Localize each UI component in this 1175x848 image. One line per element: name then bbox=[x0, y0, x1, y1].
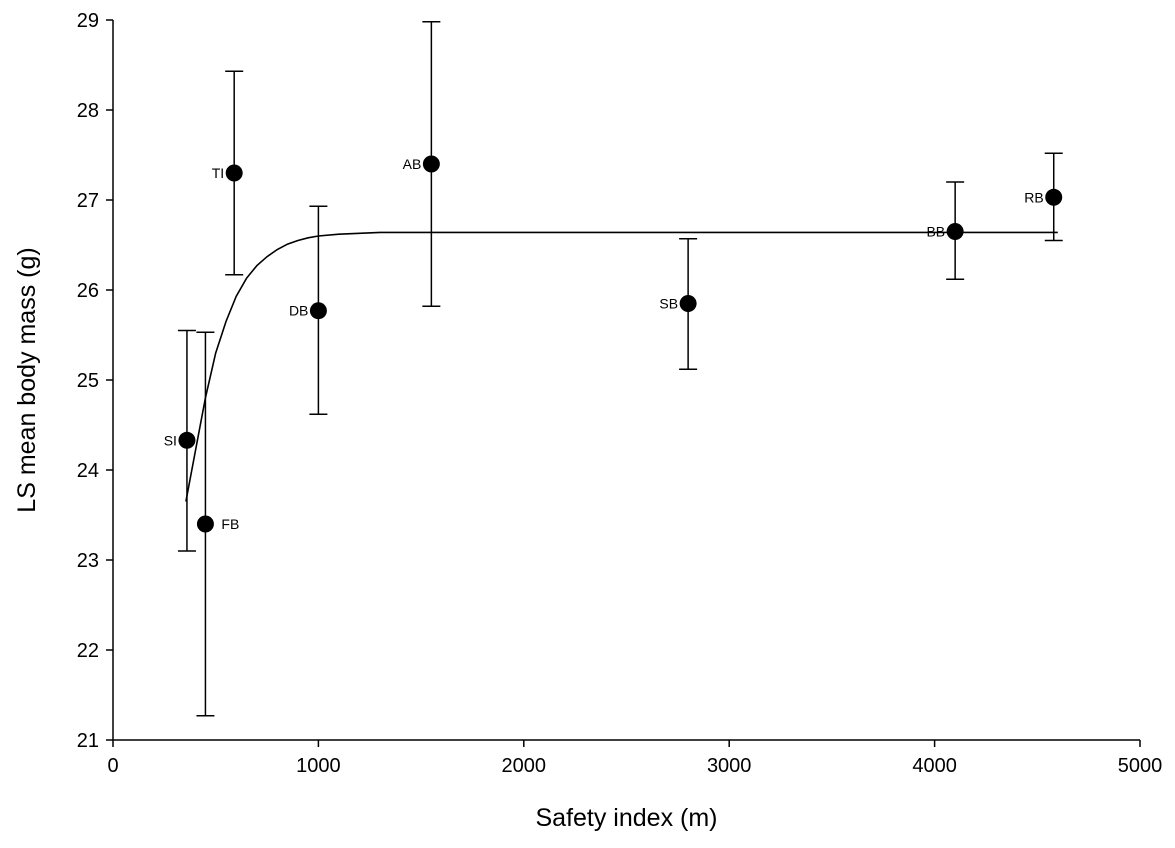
data-point-group: DB bbox=[289, 205, 328, 415]
y-tick-label: 21 bbox=[77, 730, 99, 752]
data-point-group: BB bbox=[926, 181, 965, 280]
x-tick-label: 2000 bbox=[502, 755, 547, 777]
y-axis-title: LS mean body mass (g) bbox=[13, 247, 41, 512]
data-point bbox=[225, 164, 243, 182]
fit-curve-layer bbox=[185, 231, 1058, 502]
point-label: DB bbox=[289, 303, 308, 319]
point-label: TI bbox=[212, 165, 224, 181]
x-axis-title: Safety index (m) bbox=[535, 804, 717, 832]
x-tick-label: 5000 bbox=[1118, 755, 1163, 777]
x-tick-label: 3000 bbox=[707, 755, 752, 777]
y-tick-label: 29 bbox=[77, 10, 99, 32]
data-point bbox=[196, 515, 214, 533]
y-tick-label: 23 bbox=[77, 550, 99, 572]
data-point-group: RB bbox=[1024, 152, 1063, 242]
y-tick-label: 28 bbox=[77, 100, 99, 122]
y-tick-label: 27 bbox=[77, 190, 99, 212]
y-tick-label: 26 bbox=[77, 280, 99, 302]
data-point bbox=[1045, 188, 1063, 206]
tick-group: 0 1000 2000 3000 4000 5000 21 22 23 24 25 26 27 28 29 bbox=[77, 10, 1163, 777]
data-point-group: SI bbox=[164, 329, 196, 552]
point-label: SI bbox=[164, 432, 177, 448]
x-tick-label: 4000 bbox=[912, 755, 957, 777]
y-tick-label: 22 bbox=[77, 640, 99, 662]
data-point bbox=[178, 431, 196, 449]
point-label: SB bbox=[659, 296, 678, 312]
point-label: RB bbox=[1024, 189, 1043, 205]
data-point bbox=[946, 223, 964, 240]
data-point-group: TI bbox=[212, 70, 244, 276]
fit-curve bbox=[185, 231, 1058, 502]
data-point-group: FB bbox=[196, 331, 239, 717]
point-label: FB bbox=[221, 516, 239, 532]
y-tick-label: 24 bbox=[77, 460, 99, 482]
data-point bbox=[309, 302, 327, 320]
x-tick-label: 1000 bbox=[296, 755, 341, 777]
data-point-group: SB bbox=[659, 237, 698, 370]
data-point-group: AB bbox=[403, 21, 441, 307]
points-layer: SI FB TI DB AB SB BB RB bbox=[164, 21, 1063, 717]
data-point bbox=[422, 155, 440, 173]
data-point bbox=[679, 295, 697, 312]
axes bbox=[112, 20, 1140, 741]
point-label: AB bbox=[403, 156, 422, 172]
x-tick-label: 0 bbox=[107, 755, 118, 777]
y-tick-label: 25 bbox=[77, 370, 99, 392]
point-label: BB bbox=[926, 224, 945, 240]
